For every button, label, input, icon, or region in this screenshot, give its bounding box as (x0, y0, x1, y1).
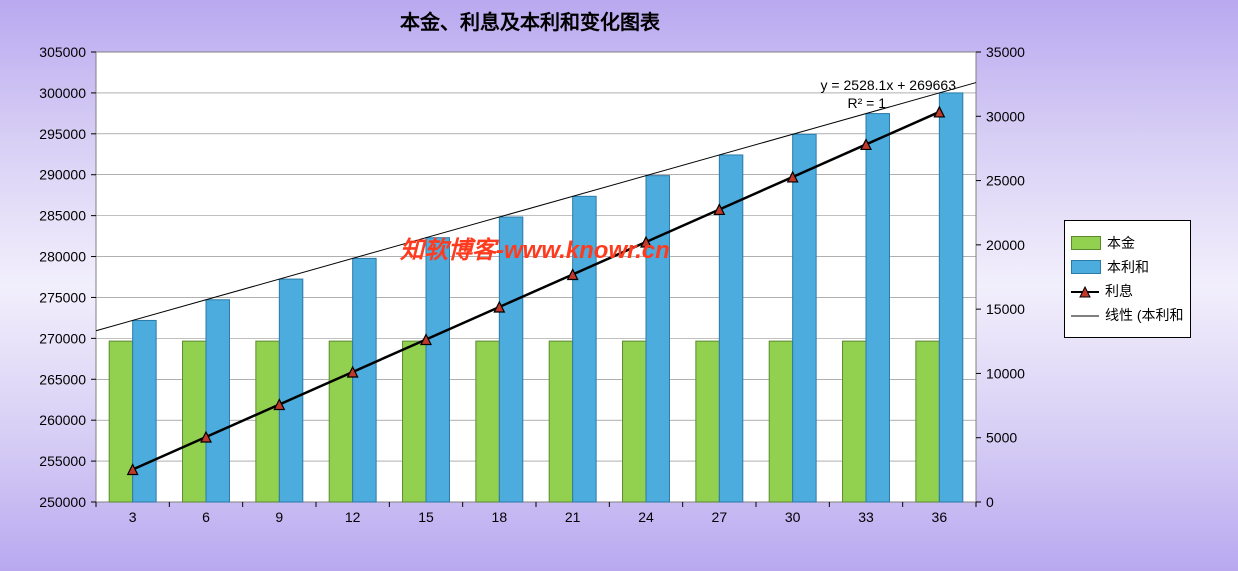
bar-principal (916, 341, 939, 502)
legend-item: 本金 (1071, 233, 1184, 253)
legend-swatch (1071, 260, 1101, 274)
legend-swatch (1071, 309, 1099, 321)
svg-text:10000: 10000 (986, 365, 1025, 381)
svg-text:25000: 25000 (986, 173, 1025, 189)
svg-text:300000: 300000 (39, 85, 86, 101)
svg-text:30000: 30000 (986, 108, 1025, 124)
bar-principal (256, 341, 279, 502)
svg-text:9: 9 (275, 509, 283, 525)
svg-text:275000: 275000 (39, 289, 86, 305)
bar-total (426, 238, 449, 502)
bar-principal (549, 341, 572, 502)
legend-item: 线性 (本利和 (1071, 305, 1184, 325)
svg-text:12: 12 (345, 509, 361, 525)
svg-text:265000: 265000 (39, 371, 86, 387)
chart-plot: 2500002550002600002650002700002750002800… (0, 0, 1238, 571)
svg-text:305000: 305000 (39, 44, 86, 60)
svg-text:15: 15 (418, 509, 434, 525)
svg-text:33: 33 (858, 509, 874, 525)
bar-total (206, 300, 229, 502)
bar-principal (476, 341, 499, 502)
bar-total (353, 258, 376, 502)
trendline-equation: y = 2528.1x + 269663 (821, 77, 957, 93)
legend: 本金本利和利息线性 (本利和 (1064, 220, 1191, 338)
legend-label: 本利和 (1107, 257, 1149, 277)
svg-text:6: 6 (202, 509, 210, 525)
bar-principal (696, 341, 719, 502)
svg-text:285000: 285000 (39, 208, 86, 224)
svg-text:30: 30 (785, 509, 801, 525)
legend-swatch (1071, 236, 1101, 250)
chart-title: 本金、利息及本利和变化图表 (0, 6, 1060, 35)
svg-text:280000: 280000 (39, 249, 86, 265)
legend-item: 本利和 (1071, 257, 1184, 277)
svg-text:260000: 260000 (39, 412, 86, 428)
legend-label: 本金 (1107, 233, 1135, 253)
bar-principal (109, 341, 132, 502)
bar-principal (623, 341, 646, 502)
legend-item: 利息 (1071, 281, 1184, 301)
legend-label: 利息 (1105, 281, 1133, 301)
bar-principal (403, 341, 426, 502)
trendline-r2: R² = 1 (847, 95, 886, 111)
svg-text:0: 0 (986, 494, 994, 510)
svg-text:27: 27 (712, 509, 728, 525)
svg-text:255000: 255000 (39, 453, 86, 469)
bar-total (866, 114, 889, 502)
legend-label: 线性 (本利和 (1105, 305, 1184, 325)
svg-text:250000: 250000 (39, 494, 86, 510)
bar-principal (183, 341, 206, 502)
svg-text:35000: 35000 (986, 44, 1025, 60)
bar-total (646, 176, 669, 502)
bar-total (793, 134, 816, 502)
bar-principal (843, 341, 866, 502)
svg-text:36: 36 (932, 509, 948, 525)
svg-text:24: 24 (638, 509, 654, 525)
svg-text:18: 18 (492, 509, 508, 525)
bar-total (573, 196, 596, 502)
svg-text:270000: 270000 (39, 330, 86, 346)
svg-text:3: 3 (129, 509, 137, 525)
bar-total (279, 279, 302, 502)
svg-text:21: 21 (565, 509, 581, 525)
svg-text:15000: 15000 (986, 301, 1025, 317)
bar-principal (329, 341, 352, 502)
bar-total (499, 217, 522, 502)
bar-principal (769, 341, 792, 502)
legend-swatch (1071, 285, 1099, 297)
bar-total (939, 93, 962, 502)
svg-text:20000: 20000 (986, 237, 1025, 253)
svg-text:295000: 295000 (39, 126, 86, 142)
svg-text:290000: 290000 (39, 167, 86, 183)
chart-container: 本金、利息及本利和变化图表 25000025500026000026500027… (0, 0, 1238, 571)
svg-text:5000: 5000 (986, 430, 1017, 446)
